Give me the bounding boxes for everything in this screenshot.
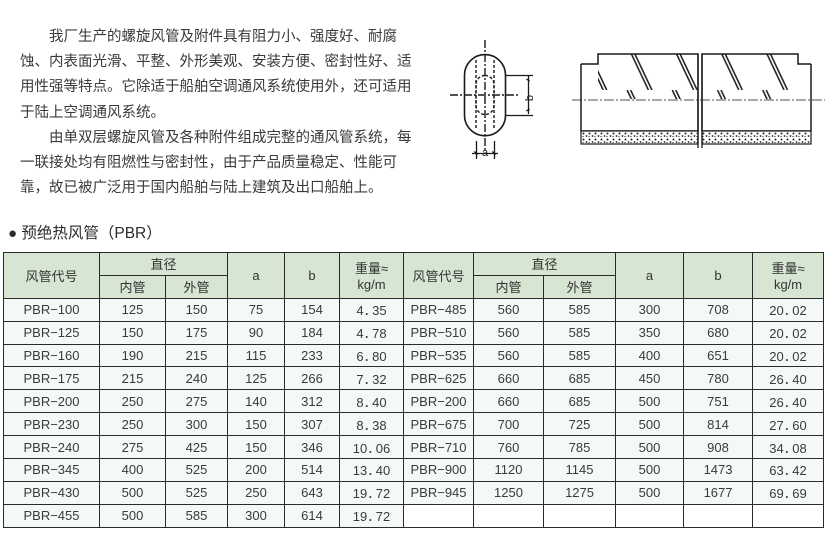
svg-text:b: b (524, 95, 536, 101)
svg-text:a: a (482, 147, 489, 159)
